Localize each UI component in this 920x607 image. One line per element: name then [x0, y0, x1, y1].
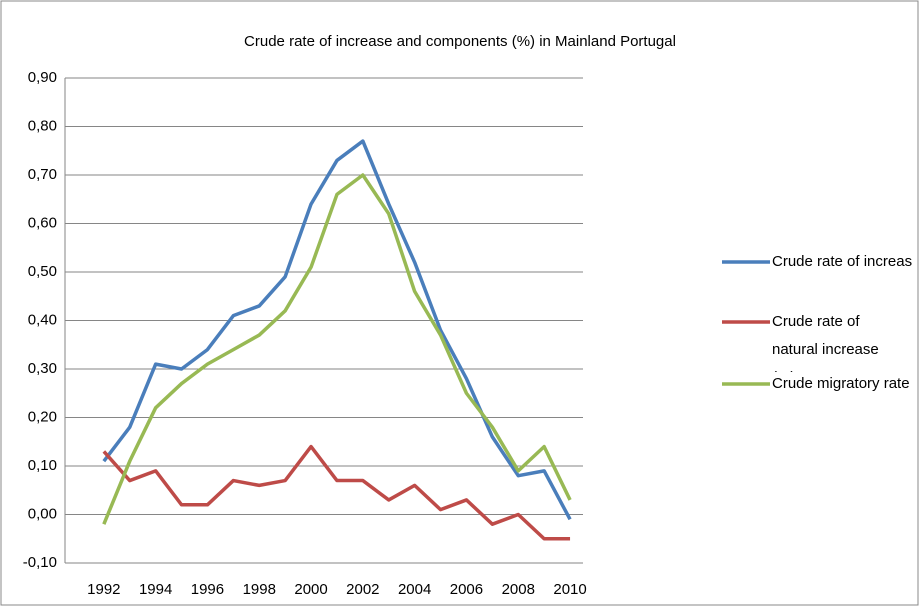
x-tick-label: 2004	[398, 581, 431, 598]
legend-entry: Crude migratory rate (%)	[772, 375, 912, 392]
y-tick-label: 0,70	[28, 166, 57, 183]
x-tick-label: 1994	[139, 581, 172, 598]
x-tick-label: 2010	[553, 581, 586, 598]
y-tick-label: 0,20	[28, 408, 57, 425]
legend-label: Crude rate of natural increase (%)	[772, 313, 879, 372]
legend-entry: Crude rate of natural increase (%)	[772, 313, 879, 372]
x-tick-label: 2000	[294, 581, 327, 598]
y-tick-label: 0,80	[28, 117, 57, 134]
y-tick-label: 0,10	[28, 457, 57, 474]
x-tick-label: 2006	[450, 581, 483, 598]
x-tick-label: 2002	[346, 581, 379, 598]
x-tick-label: 1996	[191, 581, 224, 598]
y-tick-label: 0,60	[28, 214, 57, 231]
legend-entry: Crude rate of increase (%)	[772, 253, 912, 270]
y-tick-label: 0,30	[28, 360, 57, 377]
legend-label: Crude rate of increase (%)	[772, 253, 912, 270]
y-tick-label: 0,00	[28, 505, 57, 522]
series-line	[102, 173, 572, 525]
x-tick-label: 1998	[243, 581, 276, 598]
y-tick-label: -0,10	[23, 554, 57, 571]
y-tick-label: 0,50	[28, 263, 57, 280]
chart-title: Crude rate of increase and components (%…	[244, 33, 676, 50]
legend-label: Crude migratory rate (%)	[772, 375, 912, 392]
y-tick-label: 0,90	[28, 69, 57, 86]
y-tick-label: 0,40	[28, 311, 57, 328]
x-tick-label: 1992	[87, 581, 120, 598]
x-tick-label: 2008	[502, 581, 535, 598]
series-line	[102, 139, 572, 521]
series-line	[102, 444, 571, 541]
